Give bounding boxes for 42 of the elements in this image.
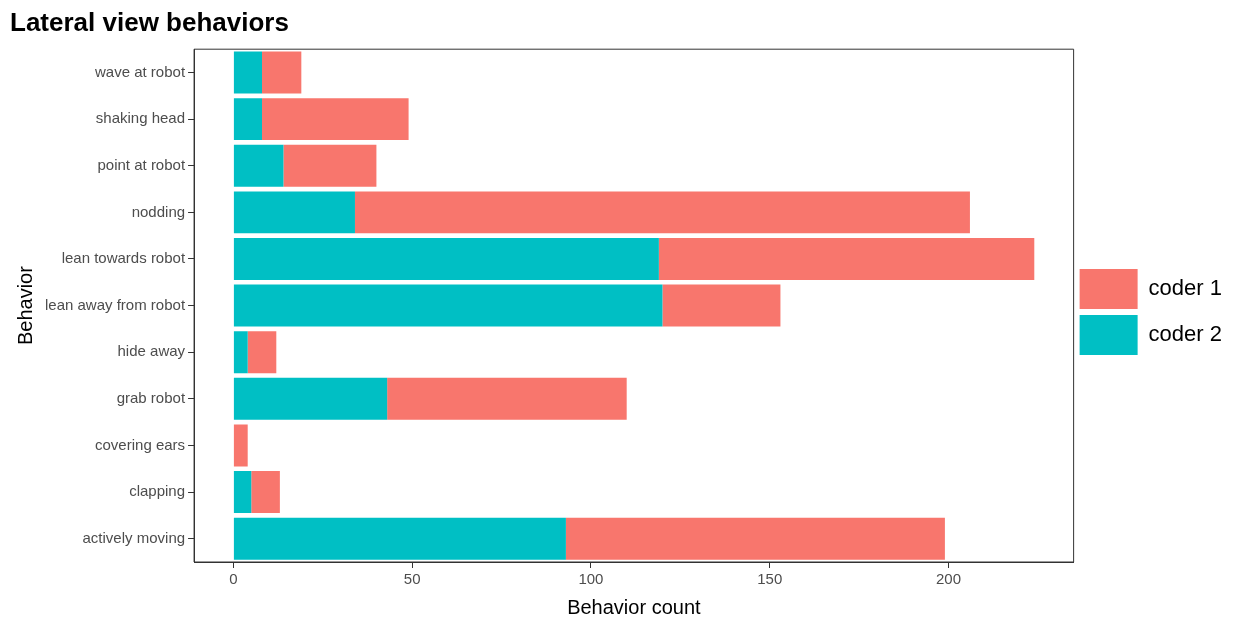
bar xyxy=(233,191,355,234)
bar xyxy=(233,331,248,374)
y-tick-label: nodding xyxy=(131,202,186,220)
bar xyxy=(658,238,1035,280)
x-tick-label: 0 xyxy=(229,570,238,588)
y-tick-label: lean towards robot xyxy=(61,249,186,267)
bar xyxy=(247,331,277,374)
bar xyxy=(262,98,409,141)
bar xyxy=(233,424,248,467)
x-tick-label: 50 xyxy=(403,570,421,588)
bar xyxy=(233,238,659,280)
x-tick-label: 100 xyxy=(578,570,604,588)
y-tick-label: shaking head xyxy=(95,109,186,127)
y-axis-title: Behavior xyxy=(13,265,36,346)
y-tick-label: lean away from robot xyxy=(44,295,186,313)
y-tick-label: clapping xyxy=(129,482,186,500)
bar xyxy=(387,377,627,420)
bar xyxy=(233,51,262,94)
bar xyxy=(233,377,388,420)
y-tick-label: hide away xyxy=(117,342,186,360)
y-tick-label: covering ears xyxy=(95,435,186,453)
bar xyxy=(233,517,566,560)
bar xyxy=(662,284,781,327)
legend-label: coder 1 xyxy=(1148,275,1223,301)
y-tick-label: wave at robot xyxy=(94,62,186,80)
y-tick-label: actively moving xyxy=(82,528,186,546)
x-tick-label: 150 xyxy=(757,570,783,588)
bar xyxy=(233,98,262,141)
bar xyxy=(251,471,280,514)
bar xyxy=(233,284,663,327)
bar xyxy=(283,144,377,187)
y-tick-label: grab robot xyxy=(116,388,186,406)
chart-title: Lateral view behaviors xyxy=(10,6,289,37)
bar xyxy=(262,51,302,94)
x-tick-label: 200 xyxy=(935,570,961,588)
x-axis-title: Behavior count xyxy=(567,595,701,618)
bar xyxy=(565,517,945,560)
bar xyxy=(233,471,252,514)
y-tick-label: point at robot xyxy=(97,155,186,173)
bar xyxy=(233,144,284,187)
legend-label: coder 2 xyxy=(1148,321,1223,347)
bar xyxy=(354,191,970,234)
